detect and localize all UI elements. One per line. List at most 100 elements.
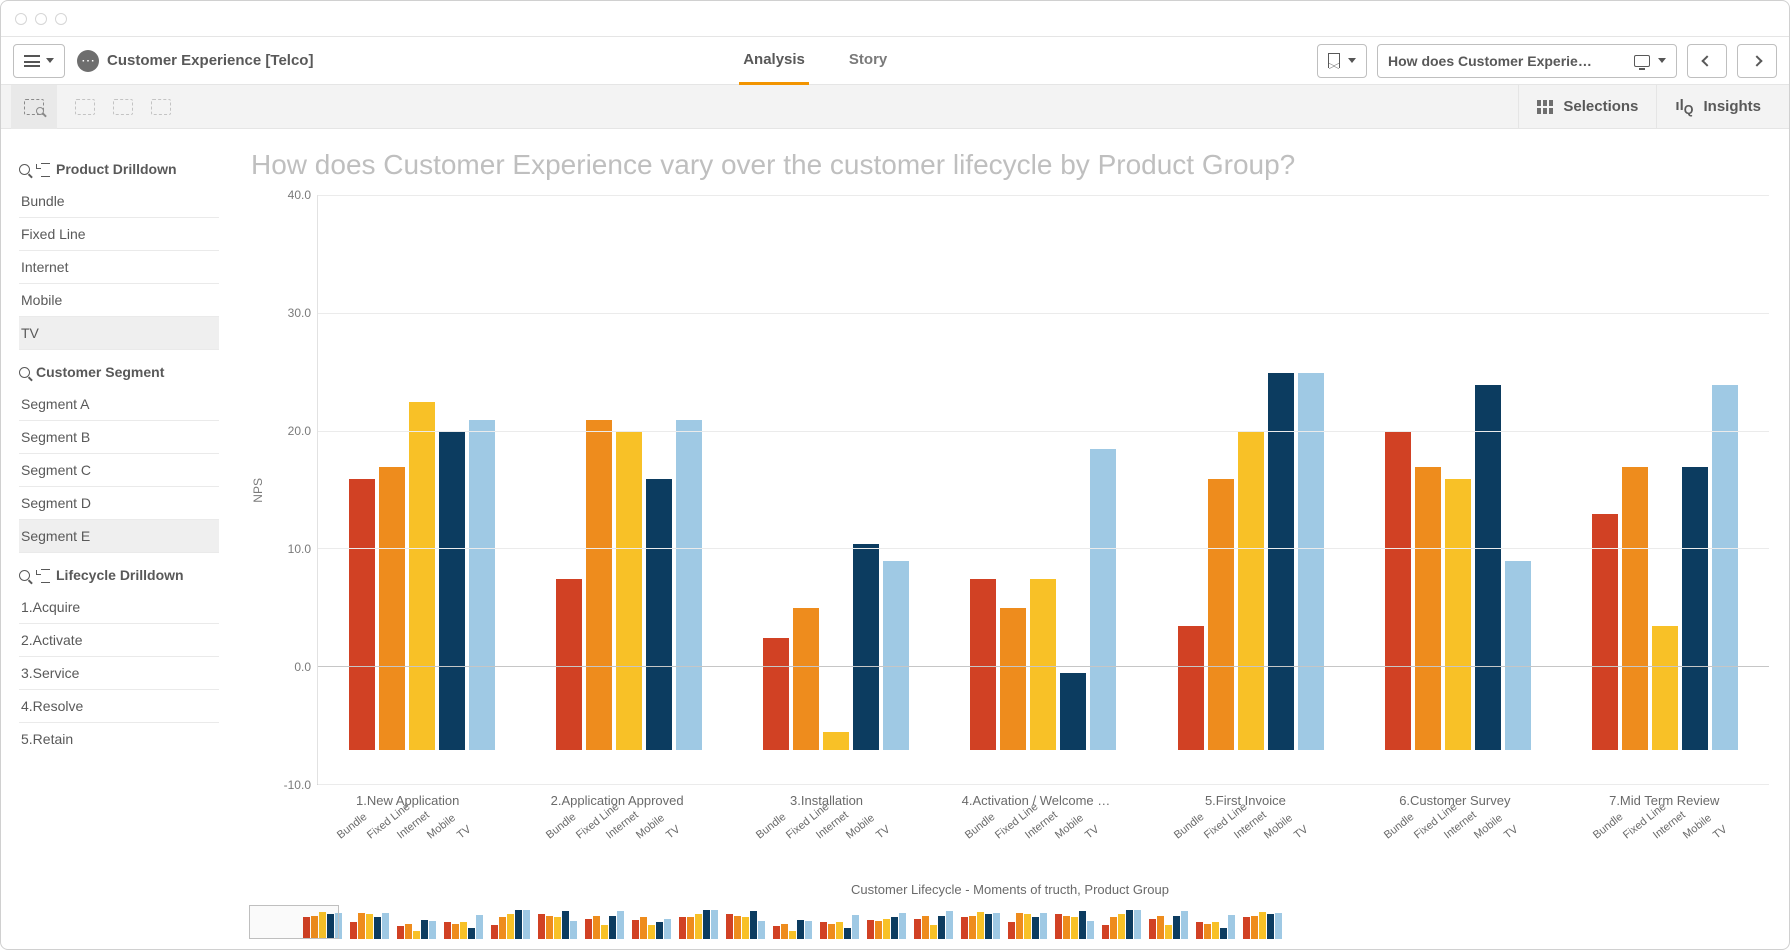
main-menu-button[interactable] [13,44,65,78]
chart-minimap[interactable] [303,905,1769,939]
bookmark-button[interactable] [1317,44,1367,78]
window-close-icon[interactable] [15,13,27,25]
filter-item[interactable]: 3.Service [19,657,219,690]
minimap-bar [507,914,514,939]
minimap-bar [640,917,647,939]
bar[interactable] [556,579,582,750]
bar[interactable] [439,432,465,750]
window-minimize-icon[interactable] [35,13,47,25]
minimap-group [1149,905,1188,939]
x-series-label-group: BundleFixed LineInternetMobileTV [303,814,512,854]
filter-item[interactable]: Mobile [19,284,219,317]
filter-item[interactable]: Fixed Line [19,218,219,251]
bar[interactable] [1000,608,1026,749]
filter-item[interactable]: Segment B [19,421,219,454]
y-axis-label: NPS [251,478,265,503]
minimap-viewport[interactable] [249,905,339,939]
bar[interactable] [1415,467,1441,750]
insights-button[interactable]: ılQ Insights [1656,85,1779,129]
selection-toolbar: Selections ılQ Insights [1,85,1789,129]
bar[interactable] [823,732,849,750]
bar[interactable] [1238,432,1264,750]
filter-title[interactable]: Lifecycle Drilldown [19,567,219,583]
minimap-bar [491,925,498,939]
bar[interactable] [1178,626,1204,750]
minimap-bar [405,924,412,939]
bar[interactable] [853,544,879,750]
filter-item[interactable]: 4.Resolve [19,690,219,723]
x-series-label: Fixed Line [1412,816,1446,849]
filter-item[interactable]: Segment D [19,487,219,520]
bar[interactable] [409,402,435,750]
minimap-bar [1275,913,1282,939]
minimap-bar [922,916,929,939]
filter-item[interactable]: Bundle [19,185,219,218]
x-series-label: Bundle [1591,816,1625,849]
bar[interactable] [883,561,909,749]
bar[interactable] [763,638,789,750]
minimap-bar [444,922,451,939]
bar[interactable] [1090,449,1116,749]
bar[interactable] [1622,467,1648,750]
bar[interactable] [1505,561,1531,749]
bar[interactable] [586,420,612,750]
window-zoom-icon[interactable] [55,13,67,25]
smart-search-button[interactable] [11,85,57,129]
bar[interactable] [1712,385,1738,750]
filter-item[interactable]: 1.Acquire [19,591,219,624]
bar[interactable] [1208,479,1234,750]
minimap-bar [1267,914,1274,939]
minimap-bar [844,928,851,939]
minimap-bar [703,910,710,939]
sheet-selector[interactable]: How does Customer Experie… [1377,44,1677,78]
filter-title[interactable]: Product Drilldown [19,161,219,177]
selections-icon [1537,100,1553,114]
bar[interactable] [616,432,642,750]
y-tick: 30.0 [288,306,311,320]
minimap-bar [1032,917,1039,939]
bar[interactable] [1268,373,1294,750]
bar[interactable] [349,479,375,750]
filter-item[interactable]: Internet [19,251,219,284]
filter-title[interactable]: Customer Segment [19,364,219,380]
x-series-label: Mobile [1472,816,1506,849]
selections-button[interactable]: Selections [1518,85,1656,129]
clear-selection-icon[interactable] [151,99,171,115]
filter-item[interactable]: TV [19,317,219,350]
bar[interactable] [646,479,672,750]
bar[interactable] [1298,373,1324,750]
bar[interactable] [676,420,702,750]
filter-item[interactable]: Segment A [19,388,219,421]
next-sheet-button[interactable] [1737,44,1777,78]
bar[interactable] [1682,467,1708,750]
bar[interactable] [1060,673,1086,750]
bar[interactable] [970,579,996,750]
bar[interactable] [1030,579,1056,750]
bar[interactable] [1385,432,1411,750]
minimap-bar [1110,917,1117,939]
bar[interactable] [793,608,819,749]
filter-item[interactable]: Segment E [19,520,219,553]
search-icon [19,164,30,175]
chart[interactable]: NPS -10.00.010.020.030.040.0 [251,195,1769,785]
bar[interactable] [1652,626,1678,750]
bar[interactable] [469,420,495,750]
step-back-icon[interactable] [75,99,95,115]
bar[interactable] [1592,514,1618,750]
filter-item[interactable]: 2.Activate [19,624,219,657]
bar[interactable] [1475,385,1501,750]
x-series-label: Fixed Line [1202,816,1236,849]
minimap-bar [1212,922,1219,939]
prev-sheet-button[interactable] [1687,44,1727,78]
x-series-label: Bundle [335,816,369,849]
tab-analysis[interactable]: Analysis [739,37,809,85]
filter-item[interactable]: Segment C [19,454,219,487]
bar[interactable] [1445,479,1471,750]
x-series-label: Mobile [844,816,878,849]
minimap-bar [554,917,561,939]
filter-item[interactable]: 5.Retain [19,723,219,755]
step-forward-icon[interactable] [113,99,133,115]
tab-story[interactable]: Story [845,37,891,85]
minimap-bar [1165,925,1172,939]
bar[interactable] [379,467,405,750]
